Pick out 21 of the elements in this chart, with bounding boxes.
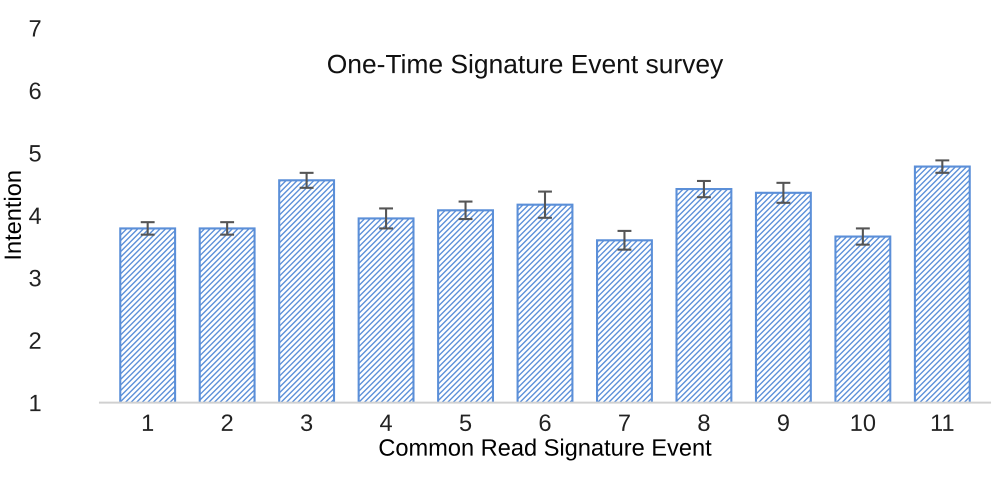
y-tick-label: 1 — [30, 394, 41, 412]
x-tick-label: 4 — [380, 414, 392, 431]
x-tick-label: 5 — [460, 414, 472, 432]
y-tick-label: 4 — [29, 208, 41, 224]
x-tick-label: 7 — [619, 414, 630, 431]
y-tick-label: 7 — [30, 20, 40, 37]
y-tick-label: 6 — [30, 82, 41, 100]
text: One-Time Signature Event survey — [328, 54, 724, 79]
y-tick-label: 3 — [29, 270, 41, 287]
x-tick-label: 1 — [142, 414, 154, 431]
x-axis-title: Common Read Signature Event — [380, 438, 712, 461]
x-tick-label: 6 — [540, 414, 551, 432]
x-tick-label: 10 — [852, 414, 876, 432]
x-tick-label: 2 — [222, 414, 233, 431]
x-tick-label: 9 — [778, 414, 789, 432]
y-tick-label: 5 — [29, 145, 41, 162]
y-tick-label: 2 — [30, 332, 40, 349]
y-axis-title: Intention — [4, 172, 22, 258]
x-tick-label: 11 — [932, 414, 954, 431]
x-tick-label: 3 — [300, 414, 312, 432]
x-tick-label: 8 — [698, 414, 710, 432]
